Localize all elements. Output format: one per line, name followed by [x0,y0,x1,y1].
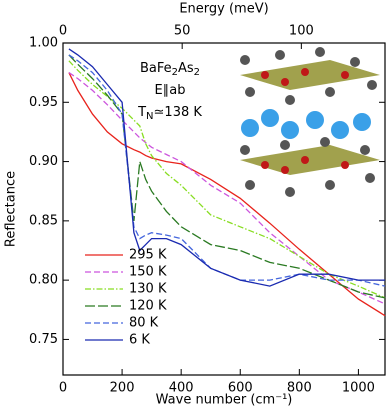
y-axis-label: Reflectance [4,171,19,247]
annotation: BaFe2As2 [140,61,200,79]
legend-label: 150 K [129,265,167,280]
annotation: TN≃138 K [137,105,202,123]
y-tick-label: 0.95 [29,95,58,110]
x-tick-label: 800 [287,381,312,396]
legend-label: 120 K [129,299,167,314]
y-tick-label: 0.80 [29,273,58,288]
crystal-illustration [240,47,380,197]
series-line [68,54,386,299]
annotation-part: As [178,61,194,76]
x2-tick-label: 50 [174,24,191,39]
x2-tick-label: 0 [59,24,67,39]
x-tick-label: 400 [169,381,194,396]
x-tick-label: 0 [59,381,67,396]
legend-label: 130 K [129,282,167,297]
y-tick-label: 0.85 [29,213,58,228]
annotation-part: 2 [194,67,200,78]
legend-label: 295 K [129,248,167,263]
annotation-part: T [137,105,146,120]
y-tick-label: 0.90 [29,154,58,169]
x-tick-label: 600 [228,381,253,396]
series-line [68,60,386,299]
series-line [68,54,386,287]
annotation-part: ≃138 K [154,105,203,120]
annotation-part: BaFe [140,61,172,76]
annotation-part: 2 [172,67,178,78]
plot-frame [62,42,386,376]
legend-label: 6 K [129,333,150,348]
annotation-part: E∥ab [155,83,186,98]
x-tick-label: 1000 [342,381,375,396]
x-tick-label: 200 [110,381,135,396]
y-tick-label: 0.75 [29,332,58,347]
legend-label: 80 K [129,316,159,331]
x2-tick-label: 100 [289,24,314,39]
y-tick-label: 1.00 [29,36,58,51]
x2-axis-label: Energy (meV) [179,2,268,17]
series-line [68,72,386,317]
series-line [68,72,386,305]
annotation-part: N [146,111,153,122]
x-axis-label: Wave number (cm⁻¹) [156,393,293,408]
series-line [68,48,385,287]
annotation: E∥ab [155,83,186,98]
